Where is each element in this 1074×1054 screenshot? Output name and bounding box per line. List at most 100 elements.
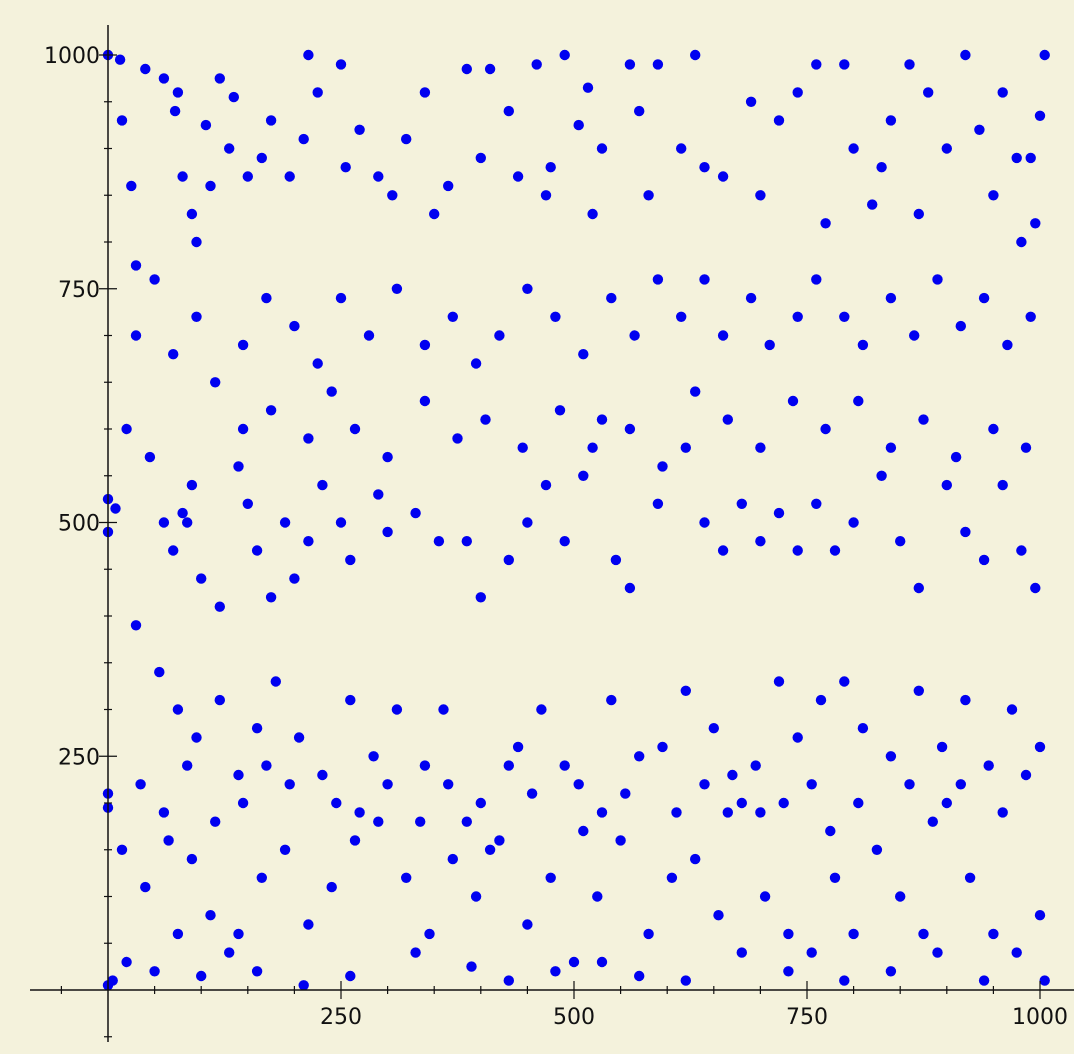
data-point	[200, 119, 212, 131]
data-point	[759, 891, 771, 902]
data-point	[960, 526, 971, 538]
data-point	[964, 872, 976, 883]
data-point	[224, 947, 235, 958]
data-point	[792, 87, 803, 98]
data-point	[955, 320, 966, 332]
data-point	[1016, 236, 1027, 248]
data-point	[265, 592, 277, 603]
data-point	[1034, 910, 1046, 921]
data-point	[382, 526, 393, 538]
data-point	[382, 779, 393, 790]
data-point	[652, 274, 664, 285]
data-point	[251, 966, 263, 977]
data-point	[773, 507, 785, 519]
data-point	[1002, 339, 1013, 351]
data-point	[652, 59, 664, 70]
data-point	[382, 451, 393, 463]
data-point	[214, 73, 225, 84]
data-point	[317, 769, 328, 781]
data-point	[461, 63, 472, 75]
data-point	[312, 358, 323, 369]
data-point	[778, 797, 789, 809]
data-point	[335, 517, 347, 528]
data-point	[303, 536, 314, 547]
data-point	[210, 377, 221, 388]
data-point	[713, 910, 724, 921]
data-point	[997, 479, 1008, 491]
data-point	[1020, 769, 1032, 781]
data-point	[228, 91, 239, 103]
y-tick-label: 750	[58, 278, 100, 303]
data-point	[196, 573, 207, 584]
data-point	[839, 676, 850, 687]
ticks	[60, 54, 1041, 1038]
data-point	[284, 779, 295, 790]
data-point	[251, 723, 263, 734]
data-point	[447, 311, 458, 322]
data-point	[265, 115, 277, 126]
data-point	[536, 704, 547, 715]
data-point	[470, 891, 482, 902]
data-point	[545, 162, 556, 173]
data-point	[643, 190, 654, 201]
data-point	[610, 554, 622, 566]
data-point	[978, 554, 990, 566]
data-point	[1034, 741, 1046, 753]
tick-labels: 250 500 750 1000 250 500 750 1000	[44, 44, 1068, 1030]
data-point	[540, 479, 552, 491]
data-point	[988, 423, 999, 435]
data-point	[242, 171, 253, 182]
data-point	[559, 536, 570, 547]
data-point	[373, 816, 384, 827]
data-point	[974, 124, 985, 135]
data-point	[909, 330, 920, 341]
data-point	[256, 872, 267, 883]
data-point	[792, 311, 803, 322]
data-point	[736, 797, 747, 809]
data-point	[401, 133, 412, 145]
data-point	[722, 414, 733, 425]
data-point	[722, 807, 733, 818]
data-point	[433, 536, 445, 547]
data-point	[717, 171, 729, 182]
data-point	[978, 292, 990, 304]
data-point	[885, 115, 897, 126]
data-point	[708, 723, 719, 734]
data-point	[522, 919, 533, 930]
data-point	[918, 414, 929, 425]
data-point	[205, 180, 216, 192]
data-point	[494, 835, 505, 846]
data-points	[102, 49, 1050, 991]
data-point	[895, 891, 906, 902]
data-point	[110, 503, 121, 514]
data-point	[853, 395, 864, 407]
data-point	[825, 825, 836, 837]
data-point	[885, 751, 897, 762]
data-point	[503, 105, 514, 117]
data-point	[182, 760, 193, 771]
data-point	[923, 87, 934, 98]
data-point	[419, 87, 431, 98]
data-point	[116, 844, 128, 855]
data-point	[568, 956, 580, 968]
data-point	[652, 498, 664, 509]
data-point	[857, 339, 869, 351]
data-point	[606, 292, 617, 304]
data-point	[624, 59, 636, 70]
data-point	[116, 115, 128, 126]
data-point	[335, 292, 347, 304]
data-point	[690, 386, 701, 397]
data-point	[983, 760, 994, 771]
data-point	[624, 582, 636, 594]
data-point	[419, 339, 431, 351]
data-point	[913, 208, 924, 220]
data-point	[578, 470, 589, 481]
data-point	[904, 779, 915, 790]
data-point	[941, 479, 952, 491]
data-point	[1030, 582, 1041, 594]
data-point	[340, 162, 351, 173]
data-point	[331, 797, 342, 809]
data-point	[354, 807, 365, 818]
data-point	[1011, 947, 1022, 958]
data-point	[130, 620, 142, 631]
